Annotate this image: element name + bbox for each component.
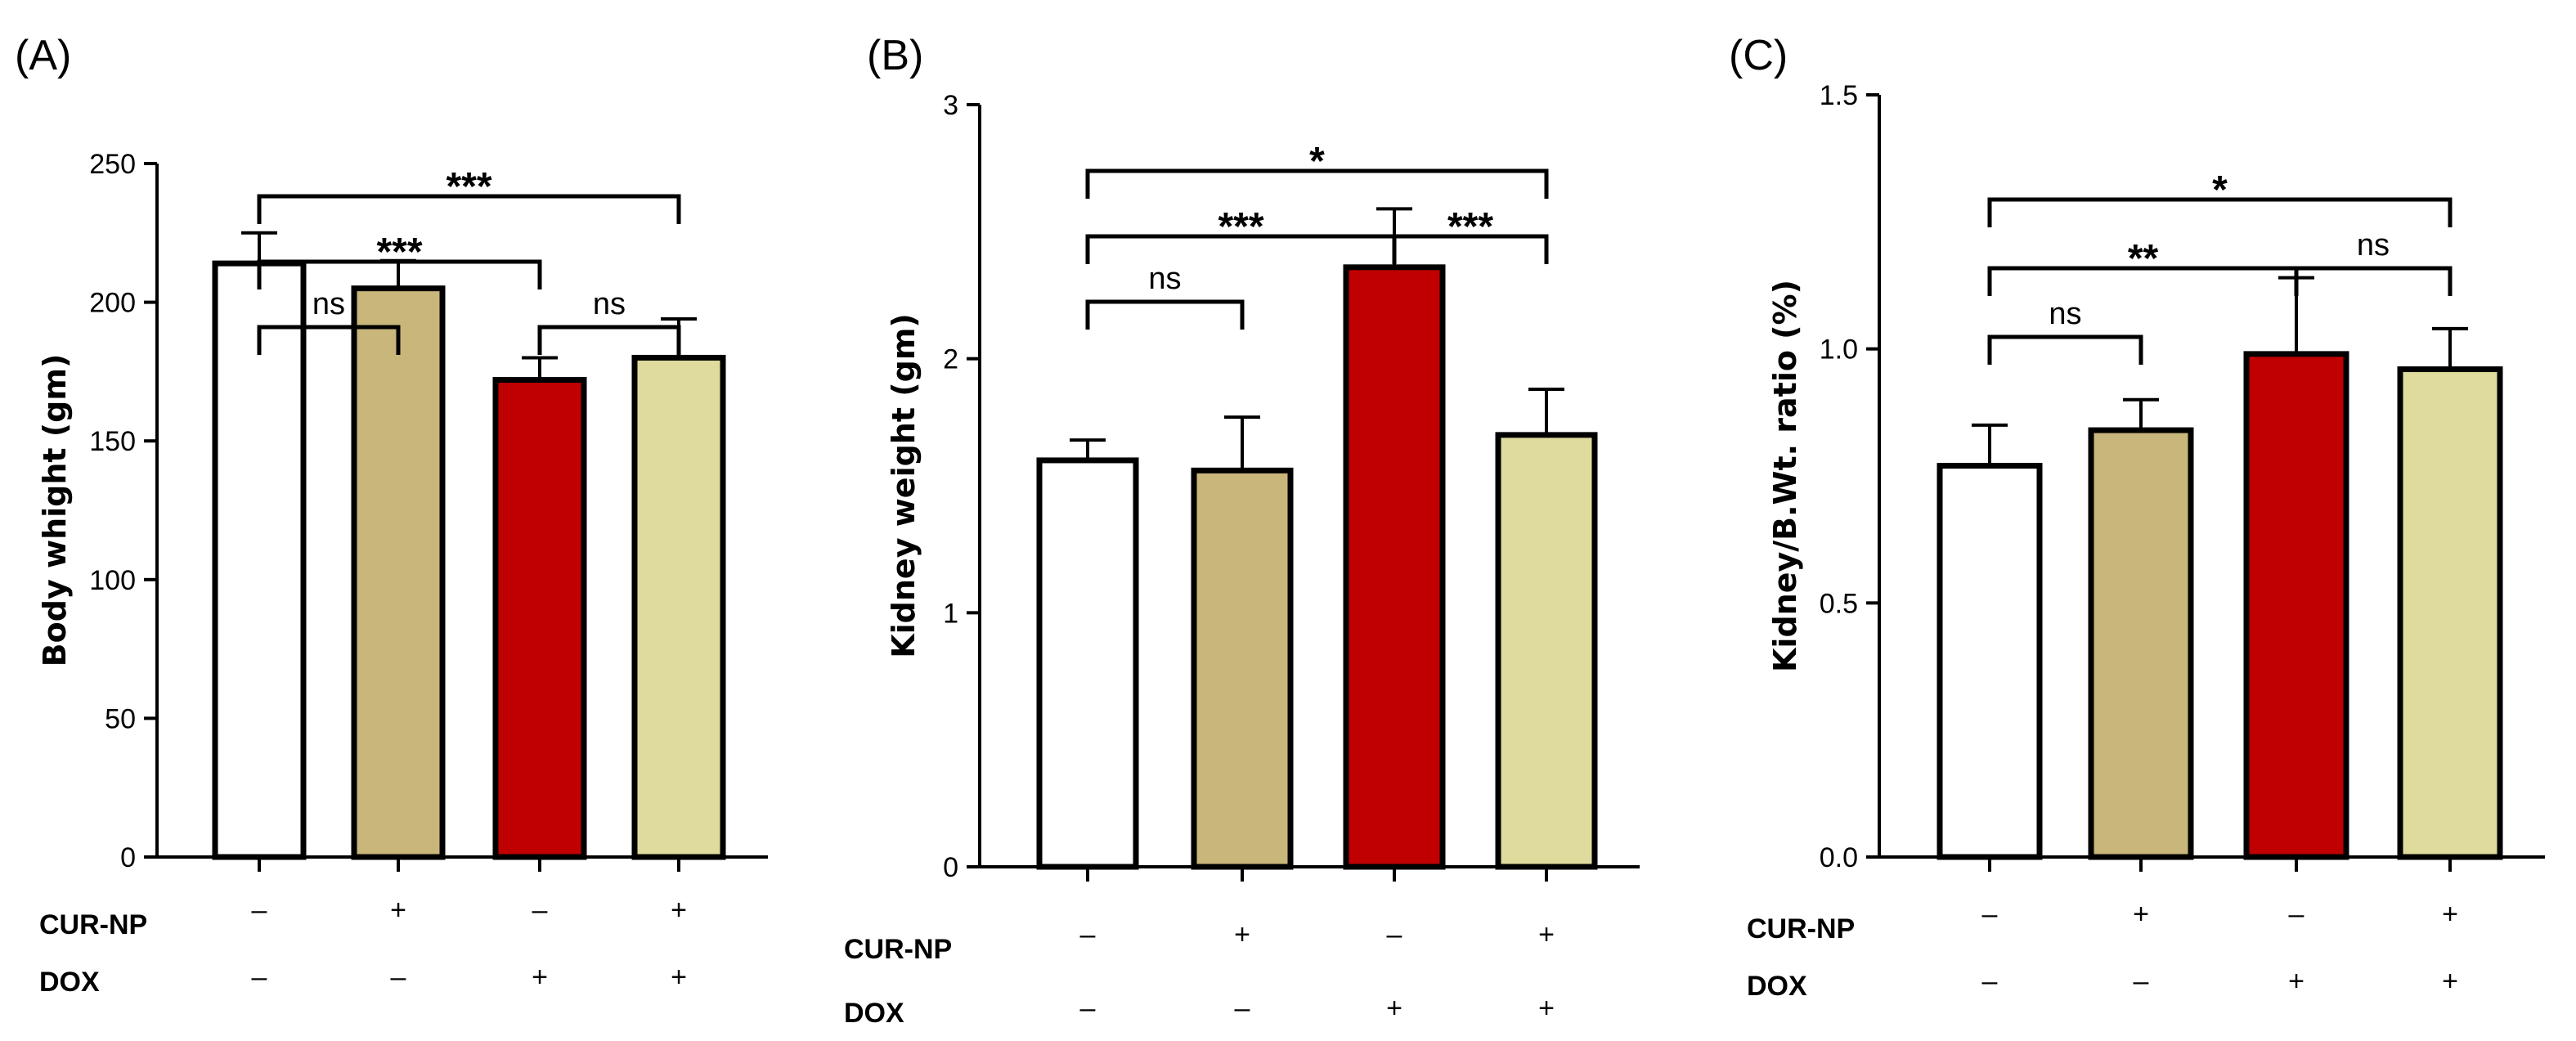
bar bbox=[1343, 264, 1446, 870]
cur-np-sign: + bbox=[671, 895, 687, 926]
y-tick-label: 2 bbox=[943, 344, 958, 375]
cur-np-sign: + bbox=[1538, 919, 1555, 950]
dox-sign: + bbox=[2288, 966, 2304, 997]
significance-bracket bbox=[537, 325, 681, 355]
significance-bracket bbox=[1085, 299, 1245, 330]
dox-sign: – bbox=[1080, 993, 1096, 1024]
panel-letter: (A) bbox=[15, 32, 71, 79]
significance-label: ns bbox=[1148, 262, 1181, 296]
significance-label: ns bbox=[312, 287, 345, 321]
significance-bracket bbox=[1085, 168, 1549, 199]
dox-sign: – bbox=[1982, 966, 1998, 997]
significance-bracket bbox=[257, 194, 681, 224]
significance-bracket bbox=[257, 325, 401, 355]
significance-label: *** bbox=[1218, 205, 1263, 249]
significance-bracket bbox=[1392, 234, 1549, 264]
y-axis-label: Kidney weight (gm) bbox=[886, 313, 922, 658]
bar bbox=[2397, 366, 2503, 860]
significance-label: *** bbox=[446, 165, 491, 209]
y-tick-label: 1.0 bbox=[1820, 334, 1858, 366]
y-tick-label: 0.0 bbox=[1820, 842, 1858, 873]
y-tick-label: 100 bbox=[89, 565, 136, 596]
cur-np-sign: + bbox=[1234, 919, 1250, 950]
y-tick-label: 1 bbox=[943, 598, 958, 629]
bar bbox=[1495, 432, 1598, 870]
y-tick-label: 200 bbox=[89, 288, 136, 319]
significance-bracket bbox=[257, 259, 542, 289]
cur-np-sign: – bbox=[252, 895, 267, 926]
bar bbox=[631, 354, 726, 860]
cur-np-sign: – bbox=[532, 895, 548, 926]
y-tick-label: 3 bbox=[943, 90, 958, 121]
bar bbox=[1036, 457, 1139, 870]
y-tick-label: 0.5 bbox=[1820, 588, 1858, 619]
cur-np-sign: + bbox=[2442, 899, 2458, 930]
y-tick-label: 150 bbox=[89, 426, 136, 457]
significance-label: ns bbox=[2357, 228, 2390, 262]
cur-np-label: CUR-NP bbox=[1747, 913, 1855, 945]
y-axis-label: Body whight (gm) bbox=[37, 354, 73, 667]
dox-sign: – bbox=[1235, 993, 1250, 1024]
bar bbox=[492, 377, 587, 860]
cur-np-sign: + bbox=[390, 895, 406, 926]
bar bbox=[1191, 467, 1294, 870]
cur-np-sign: – bbox=[1080, 919, 1096, 950]
dox-sign: + bbox=[2442, 966, 2458, 997]
chart-panel-2: (B) Kidney weight (gm) 0 1 2 3 CUR-NP DOX – – + – – +… bbox=[844, 32, 1640, 1029]
significance-bracket bbox=[1987, 197, 2453, 227]
chart-panel-3: (C) Kidney/B.Wt. ratio (%) 0.0 0.5 1.0 1.5 CUR… bbox=[1729, 32, 2545, 1002]
dox-sign: + bbox=[1386, 993, 1402, 1024]
y-tick-label: 0 bbox=[943, 852, 958, 883]
dox-label: DOX bbox=[39, 967, 100, 998]
chart-panel-1: (A) Body whight (gm) 0 50 100 150 200 250 CUR-NP… bbox=[15, 32, 768, 998]
dox-label: DOX bbox=[1747, 971, 1807, 1002]
y-axis-label: Kidney/B.Wt. ratio (%) bbox=[1767, 280, 1803, 672]
cur-np-label: CUR-NP bbox=[39, 909, 147, 940]
bar bbox=[351, 285, 446, 860]
y-tick-label: 250 bbox=[89, 149, 136, 180]
significance-label: ns bbox=[2049, 297, 2081, 331]
y-tick-label: 1.5 bbox=[1820, 80, 1858, 111]
panel-letter: (C) bbox=[1729, 32, 1788, 79]
significance-label: *** bbox=[376, 231, 422, 274]
y-tick-label: 0 bbox=[120, 842, 136, 873]
cur-np-sign: – bbox=[1982, 899, 1998, 930]
bar bbox=[2088, 427, 2194, 860]
significance-bracket bbox=[1987, 334, 2143, 365]
bar bbox=[1936, 463, 2043, 860]
cur-np-sign: – bbox=[2289, 899, 2304, 930]
cur-np-sign: + bbox=[2133, 899, 2149, 930]
dox-sign: – bbox=[2134, 966, 2149, 997]
bar bbox=[2243, 351, 2349, 860]
significance-bracket bbox=[2294, 266, 2453, 296]
dox-label: DOX bbox=[844, 998, 904, 1029]
y-tick-label: 50 bbox=[105, 703, 136, 734]
significance-label: ns bbox=[593, 287, 626, 321]
panel-letter: (B) bbox=[867, 32, 923, 79]
significance-label: *** bbox=[1447, 205, 1493, 249]
dox-sign: + bbox=[532, 962, 548, 993]
dox-sign: + bbox=[671, 962, 687, 993]
dox-sign: + bbox=[1538, 993, 1555, 1024]
significance-label: * bbox=[1309, 140, 1325, 183]
bar bbox=[212, 260, 307, 860]
significance-label: * bbox=[2212, 168, 2228, 212]
dox-sign: – bbox=[252, 962, 267, 993]
dox-sign: – bbox=[391, 962, 406, 993]
cur-np-sign: – bbox=[1387, 919, 1402, 950]
cur-np-label: CUR-NP bbox=[844, 934, 952, 965]
significance-label: ** bbox=[2128, 237, 2159, 280]
